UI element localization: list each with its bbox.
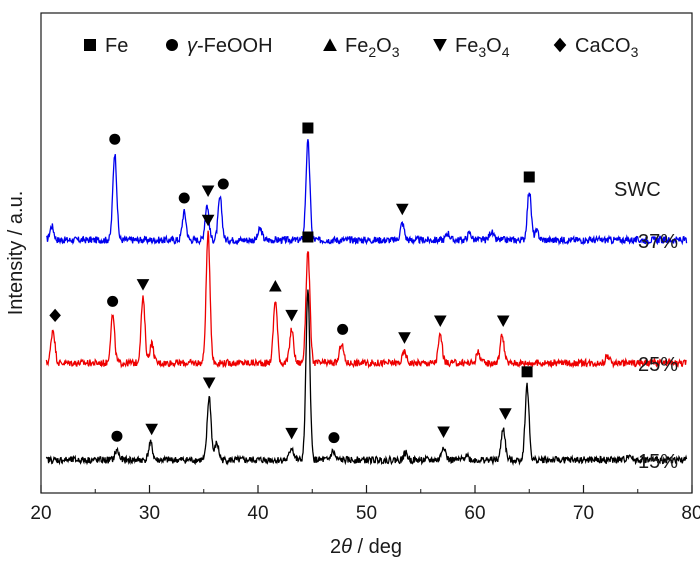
series-label-25pct: 25% [638,354,678,376]
square-phase-marker [523,171,535,183]
triangle-down-phase-marker [395,203,409,216]
legend-item: Fe [84,35,128,57]
legend-item: Fe2O3 [323,35,400,60]
x-tick-label: 60 [464,503,485,524]
legend-label: Fe2O3 [345,35,400,60]
triangle-down-phase-marker [496,315,510,328]
series-label-15pct: 15% [638,451,678,473]
circle-phase-marker [107,295,119,307]
triangle-down-legend-icon [433,39,447,52]
x-tick-label: 20 [30,503,51,524]
diamond-legend-icon [553,37,567,53]
x-tick-label: 30 [139,503,160,524]
legend-label: CaCO3 [575,35,639,60]
circle-phase-marker [328,432,340,444]
x-tick-label: 70 [573,503,594,524]
triangle-up-legend-icon [323,38,337,51]
legend-item: Fe3O4 [433,35,510,60]
swc-annotation: SWC [614,179,661,201]
legend-item: γ-FeOOH [166,35,273,57]
triangle-down-phase-marker [499,408,512,420]
square-phase-marker [302,122,314,134]
legend-label: γ-FeOOH [187,35,273,57]
plot-frame [40,12,693,494]
series-layer [45,139,688,467]
triangle-down-phase-marker [285,309,298,322]
triangle-down-phase-marker [398,332,411,344]
series-line-37pct [45,139,688,246]
x-tick-label: 80 [681,503,700,524]
circle-phase-marker [178,192,190,204]
x-axis: 20 30 40 50 60 70 80 [30,485,700,524]
triangle-up-phase-marker [269,279,282,292]
square-legend-icon [84,39,96,51]
x-tick-label: 40 [247,503,268,524]
legend-label: Fe [105,35,128,57]
series-line-25pct [45,230,687,369]
circle-phase-marker [109,133,121,145]
series-labels: 37% 25% 15% [638,231,678,473]
triangle-down-phase-marker [136,279,150,291]
circle-phase-marker [217,178,229,190]
y-axis-title: Intensity / a.u. [5,191,27,316]
triangle-down-phase-marker [202,377,216,390]
legend: Fe γ-FeOOH Fe2O3 Fe3O4 CaCO3 [84,35,639,60]
circle-phase-marker [337,323,349,335]
square-phase-marker [521,366,533,378]
triangle-down-phase-marker [145,423,158,436]
circle-phase-marker [111,430,123,442]
circle-legend-icon [166,39,178,51]
phase-markers [49,122,535,444]
triangle-down-phase-marker [201,185,215,198]
x-axis-title: 2θ / deg [330,536,402,558]
triangle-down-phase-marker [437,426,450,439]
triangle-down-phase-marker [285,427,298,440]
legend-item: CaCO3 [553,35,639,60]
series-line-15pct [45,289,688,467]
square-phase-marker [302,231,314,243]
triangle-down-phase-marker [201,214,215,227]
series-label-37pct: 37% [638,231,678,253]
legend-label: Fe3O4 [455,35,510,60]
diamond-phase-marker [49,308,61,322]
triangle-down-phase-marker [433,315,447,328]
x-tick-label: 50 [356,503,377,524]
